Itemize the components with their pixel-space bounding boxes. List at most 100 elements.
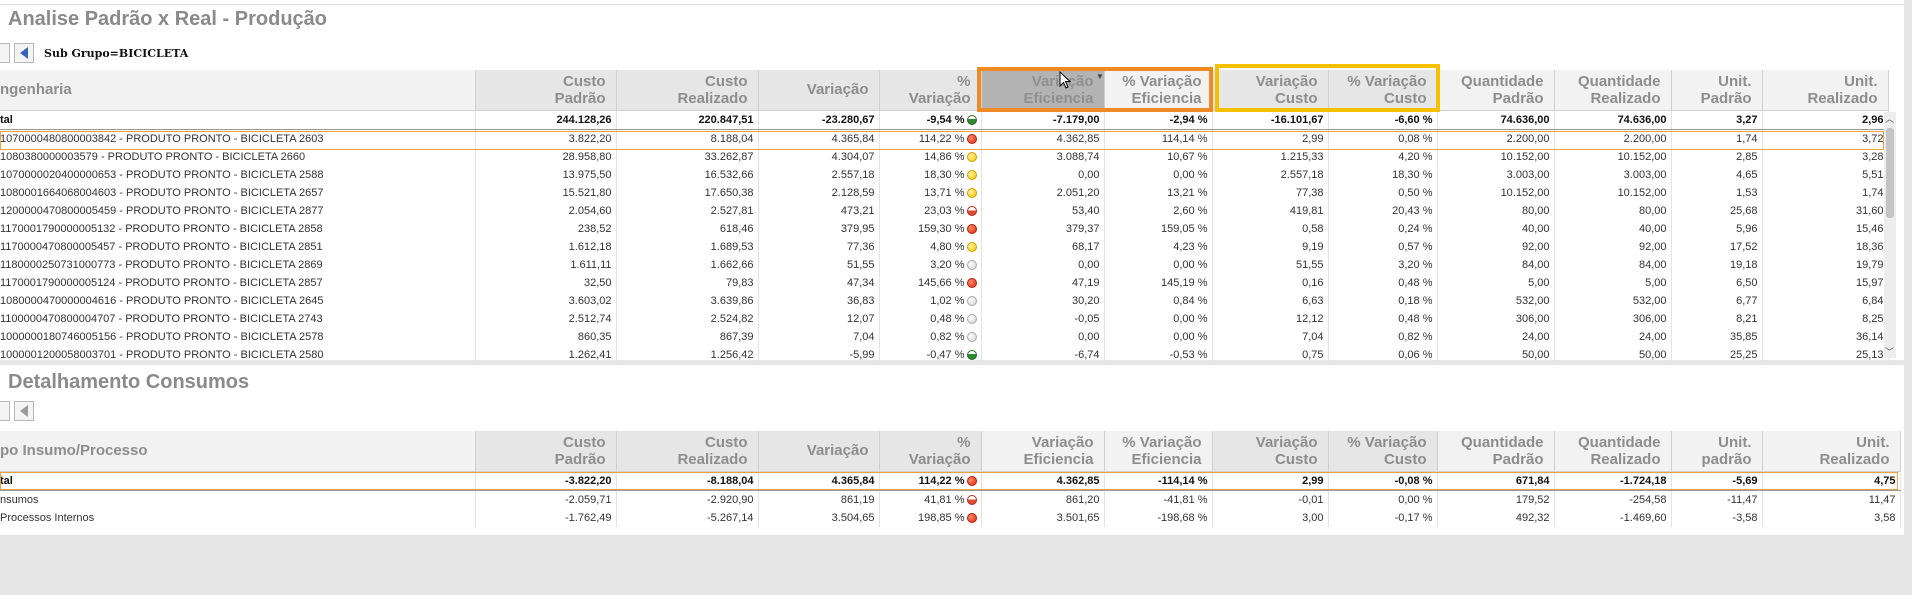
cell-value: 36,14 [1762, 327, 1889, 346]
column-header[interactable]: Custo Realizado [616, 70, 759, 111]
column-header[interactable]: % Variação [879, 431, 982, 472]
cell-value: 1,74 [1762, 183, 1889, 202]
cell-value: 74.636,00 [1554, 110, 1672, 130]
total-row[interactable]: tal 244.128,26 220.847,51 -23.280,67 -9,54 %… [0, 110, 1889, 130]
cell-value: 0,00 % [1104, 165, 1213, 184]
cell-value: 8.188,04 [616, 129, 759, 148]
column-header[interactable]: Unit. Realizado [1762, 70, 1889, 111]
vertical-scrollbar[interactable]: ︿ ﹀ [1884, 112, 1896, 358]
cell-value: 31,60 [1762, 201, 1889, 220]
cell-value: -2,94 % [1104, 110, 1213, 130]
status-indicator-icon [966, 187, 977, 198]
column-header[interactable]: Variação [758, 431, 880, 472]
status-indicator-icon [966, 241, 977, 252]
cell-value: 4.362,85 [981, 129, 1105, 148]
column-header[interactable]: % Variação Custo [1328, 431, 1438, 472]
column-header[interactable]: ngenharia [0, 70, 476, 111]
cell-value: 36,83 [758, 291, 880, 310]
column-header[interactable]: Quantidade Realizado [1554, 431, 1672, 472]
cell-value: 5,96 [1671, 219, 1763, 238]
cell-value: 379,95 [758, 219, 880, 238]
table-row[interactable]: 1170001790000005124 - PRODUTO PRONTO - B… [0, 273, 1889, 292]
table-row[interactable]: 1180000250731000773 - PRODUTO PRONTO - B… [0, 255, 1889, 274]
column-header[interactable]: % Variação Custo [1328, 70, 1438, 111]
production-table: ngenharia Custo Padrão Custo Realizado Variaç… [0, 70, 1889, 364]
cell-value: 25,13 [1762, 345, 1889, 364]
column-header[interactable]: Quantidade Realizado [1554, 70, 1672, 111]
scroll-thumb[interactable] [1886, 128, 1894, 218]
cell-value: 0,00 % [1104, 327, 1213, 346]
cell-value: 18,30 % [924, 168, 965, 181]
table-row[interactable]: 1000000180746005156 - PRODUTO PRONTO - B… [0, 327, 1889, 346]
standard-vs-actual-panel: Analise Padrão x Real - Produção Sub Gru… [0, 0, 1904, 364]
back-button[interactable] [14, 43, 34, 63]
cell-value: 10.152,00 [1437, 147, 1555, 166]
table-row[interactable]: 1080001664068004603 - PRODUTO PRONTO - B… [0, 183, 1889, 202]
status-indicator-icon [966, 349, 977, 360]
column-header[interactable]: Custo Padrão [475, 70, 617, 111]
divider [0, 4, 1904, 5]
column-header[interactable]: Variação Custo [1212, 70, 1329, 111]
cell-value: 84,00 [1554, 255, 1672, 274]
column-header[interactable]: % Variação Eficiencia [1104, 70, 1213, 111]
cell-value: 47,19 [981, 273, 1105, 292]
table-row[interactable]: 1080000470000004616 - PRODUTO PRONTO - B… [0, 291, 1889, 310]
cell-value: 74.636,00 [1437, 110, 1555, 130]
column-header[interactable]: Unit. Realizado [1762, 431, 1901, 472]
cell-value: 3.639,86 [616, 291, 759, 310]
table-row[interactable]: 1070000480800003842 - PRODUTO PRONTO - B… [0, 129, 1889, 148]
column-header[interactable]: Quantidade Padrão [1437, 431, 1555, 472]
column-header[interactable]: Quantidade Padrão [1437, 70, 1555, 111]
table-row[interactable]: 1170001790000005132 - PRODUTO PRONTO - B… [0, 219, 1889, 238]
cell-value: 4,20 % [1328, 147, 1438, 166]
column-header[interactable]: po Insumo/Processo [0, 431, 476, 472]
cell-value: 244.128,26 [475, 110, 617, 130]
cell-value: 77,36 [758, 237, 880, 256]
table-row[interactable]: 1170000470800005457 - PRODUTO PRONTO - B… [0, 237, 1889, 256]
scroll-up-icon[interactable]: ︿ [1885, 114, 1895, 124]
cell-value: -11,47 [1671, 490, 1763, 509]
row-label: tal [0, 471, 476, 491]
cell-value: -114,14 % [1104, 471, 1213, 491]
table-row[interactable]: 1200000470800005459 - PRODUTO PRONTO - B… [0, 201, 1889, 220]
table-row[interactable]: 1100000470800004707 - PRODUTO PRONTO - B… [0, 309, 1889, 328]
table-row[interactable]: nsumos -2.059,71 -2.920,90 861,19 41,81 % 861… [0, 490, 1901, 509]
column-header[interactable]: Variação Custo [1212, 431, 1329, 472]
table-row[interactable]: 1000001200058003701 - PRODUTO PRONTO - B… [0, 345, 1889, 364]
column-header[interactable]: % Variação [879, 70, 982, 111]
cell-value: 3,20 % [1328, 255, 1438, 274]
cell-value: 4.365,84 [758, 471, 880, 491]
first-page-button[interactable] [0, 401, 10, 421]
column-header[interactable]: Unit. Padrão [1671, 70, 1763, 111]
column-header[interactable]: Variação [758, 70, 880, 111]
cell-value: 3,28 [1762, 147, 1889, 166]
variation-percent-cell: 198,85 % [879, 508, 982, 527]
cell-value: 0,00 [981, 165, 1105, 184]
column-header[interactable]: % Variação Eficiencia [1104, 431, 1213, 472]
first-page-button[interactable] [0, 43, 10, 63]
cell-value: 532,00 [1554, 291, 1672, 310]
back-button[interactable] [14, 401, 34, 421]
variation-percent-cell: 4,80 % [879, 237, 982, 256]
table-row[interactable]: Processos Internos -1.762,49 -5.267,14 3.50… [0, 508, 1901, 527]
cell-value: 17,52 [1671, 237, 1763, 256]
status-indicator-icon [966, 331, 977, 342]
table-row[interactable]: 1080380000003579 - PRODUTO PRONTO - BICI… [0, 147, 1889, 166]
sort-down-icon[interactable]: ▼ [1096, 72, 1104, 81]
cell-value: 2,99 [1212, 471, 1329, 491]
cell-value: 84,00 [1437, 255, 1555, 274]
cell-value: 13.975,50 [475, 165, 617, 184]
table-row[interactable]: 1070000020400000653 - PRODUTO PRONTO - B… [0, 165, 1889, 184]
variation-percent-cell: 41,81 % [879, 490, 982, 509]
cell-value: -6,74 [981, 345, 1105, 364]
total-row[interactable]: tal -3.822,20 -8.188,04 4.365,84 114,22 % 4.3… [0, 471, 1901, 491]
cell-value: 0,08 % [1328, 129, 1438, 148]
column-header[interactable]: Custo Realizado [616, 431, 759, 472]
cell-value: 51,55 [1212, 255, 1329, 274]
scroll-down-icon[interactable]: ﹀ [1885, 347, 1895, 357]
column-header[interactable]: Custo Padrão [475, 431, 617, 472]
column-header[interactable]: Unit. padrão [1671, 431, 1763, 472]
cell-value: 6,63 [1212, 291, 1329, 310]
